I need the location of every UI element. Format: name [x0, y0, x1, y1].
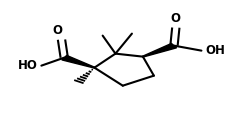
Text: O: O — [171, 12, 181, 25]
Polygon shape — [143, 43, 177, 57]
Text: O: O — [53, 24, 63, 37]
Text: OH: OH — [205, 44, 225, 57]
Text: HO: HO — [18, 59, 38, 72]
Polygon shape — [62, 55, 95, 68]
